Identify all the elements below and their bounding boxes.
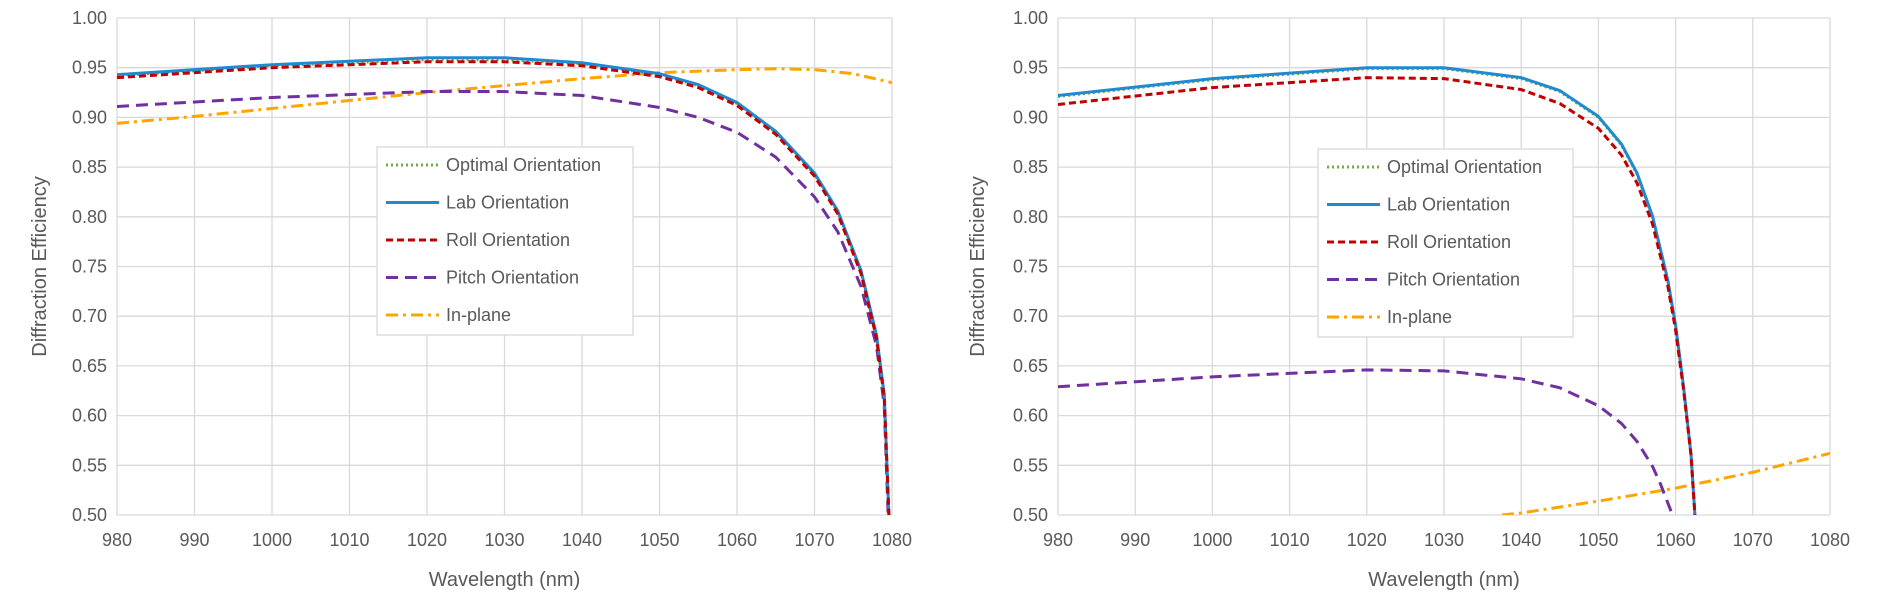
y-tick-label: 0.60 <box>1013 406 1048 426</box>
x-tick-label: 1040 <box>1501 530 1541 550</box>
legend: Optimal Orientation Lab Orientation Roll O… <box>1317 148 1574 338</box>
x-tick-label: 1060 <box>717 530 757 550</box>
y-tick-label: 0.75 <box>1013 257 1048 277</box>
y-tick-label: 0.90 <box>72 107 107 127</box>
series-line-roll-orientation <box>117 60 891 515</box>
x-tick-label: 1080 <box>872 530 912 550</box>
y-tick-label: 1.00 <box>1013 8 1048 28</box>
x-tick-label: 1000 <box>252 530 292 550</box>
x-tick-label: 980 <box>102 530 132 550</box>
legend-label: Optimal Orientation <box>1387 157 1542 177</box>
y-tick-label: 1.00 <box>72 8 107 28</box>
x-tick-label: 1050 <box>639 530 679 550</box>
x-tick-label: 1070 <box>794 530 834 550</box>
y-tick-label: 0.65 <box>72 356 107 376</box>
x-tick-label: 1030 <box>484 530 524 550</box>
y-tick-label: 0.85 <box>72 157 107 177</box>
x-tick-label: 990 <box>1120 530 1150 550</box>
y-tick-label: 0.50 <box>1013 505 1048 525</box>
y-tick-label: 0.55 <box>1013 455 1048 475</box>
series-line-in-plane <box>117 67 892 125</box>
x-tick-label: 1020 <box>1347 530 1387 550</box>
x-tick-label: 1060 <box>1656 530 1696 550</box>
y-tick-label: 0.70 <box>72 306 107 326</box>
y-axis-title: Diffraction Efficiency <box>967 176 989 356</box>
series-group <box>1058 66 1830 515</box>
x-tick-label: 1040 <box>562 530 602 550</box>
y-tick-label: 0.95 <box>72 58 107 78</box>
legend-label: Pitch Orientation <box>446 268 579 288</box>
legend: Optimal Orientation Lab Orientation Roll O… <box>376 146 634 336</box>
chart-right: 0.50 0.55 0.60 0.65 0.70 0.75 0.80 0.85 0.90 0.95… <box>938 0 1876 594</box>
y-tick-label: 0.60 <box>72 406 107 426</box>
legend-label: Pitch Orientation <box>1387 270 1520 290</box>
legend-label: Lab Orientation <box>1387 195 1510 215</box>
chart-svg: 0.50 0.55 0.60 0.65 0.70 0.75 0.80 0.85 0.90 0.95… <box>29 8 912 591</box>
chart-left: 0.50 0.55 0.60 0.65 0.70 0.75 0.80 0.85 0.90 0.95… <box>0 0 938 594</box>
legend-label: Roll Orientation <box>446 230 570 250</box>
x-tick-label: 1020 <box>407 530 447 550</box>
y-tick-label: 0.95 <box>1013 58 1048 78</box>
y-tick-label: 0.70 <box>1013 306 1048 326</box>
legend-label: In-plane <box>1387 307 1452 327</box>
series-line-in-plane <box>1501 451 1830 515</box>
x-tick-label: 1050 <box>1578 530 1618 550</box>
y-tick-label: 0.55 <box>72 455 107 475</box>
y-axis-title: Diffraction Efficiency <box>29 176 51 356</box>
x-tick-label: 1080 <box>1810 530 1850 550</box>
x-tick-label: 1030 <box>1424 530 1464 550</box>
x-axis-title: Wavelength (nm) <box>429 569 581 591</box>
y-tick-label: 0.65 <box>1013 356 1048 376</box>
y-tick-label: 0.75 <box>72 257 107 277</box>
y-tick-label: 0.50 <box>72 505 107 525</box>
series-line-roll-orientation <box>1058 76 1697 515</box>
x-tick-label: 1010 <box>329 530 369 550</box>
chart-svg: 0.50 0.55 0.60 0.65 0.70 0.75 0.80 0.85 0.90 0.95… <box>967 8 1850 591</box>
legend-label: In-plane <box>446 305 511 325</box>
y-tick-label: 0.85 <box>1013 157 1048 177</box>
y-tick-label: 0.90 <box>1013 107 1048 127</box>
legend-label: Roll Orientation <box>1387 232 1511 252</box>
x-tick-label: 980 <box>1043 530 1073 550</box>
legend-label: Optimal Orientation <box>446 155 601 175</box>
series-line-pitch-orientation <box>1058 368 1674 515</box>
x-tick-label: 1010 <box>1270 530 1310 550</box>
x-tick-label: 1070 <box>1733 530 1773 550</box>
series-group <box>117 56 892 515</box>
y-tick-label: 0.80 <box>1013 207 1048 227</box>
x-tick-label: 1000 <box>1192 530 1232 550</box>
x-tick-label: 990 <box>179 530 209 550</box>
y-tick-label: 0.80 <box>72 207 107 227</box>
x-axis-title: Wavelength (nm) <box>1368 569 1520 591</box>
legend-label: Lab Orientation <box>446 193 569 213</box>
